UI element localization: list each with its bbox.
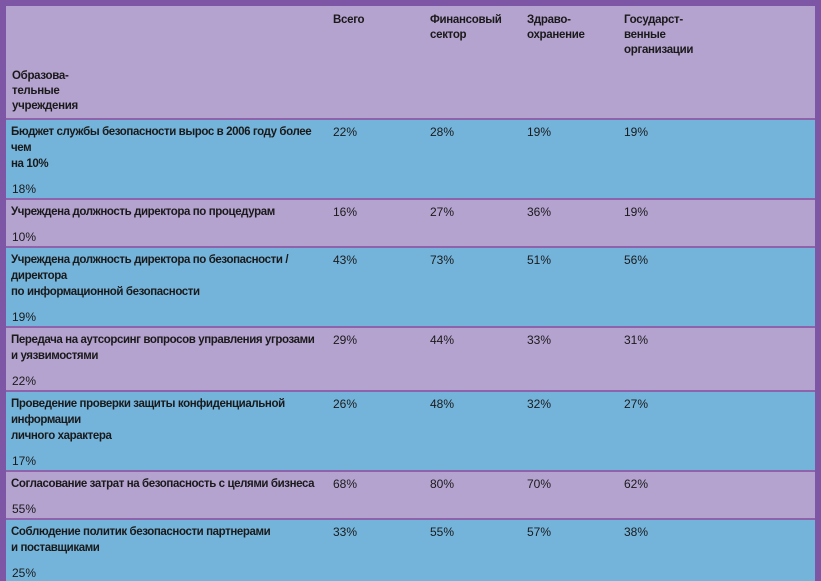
column-header-1: Всего [333, 14, 365, 26]
row-value: 17% [12, 454, 37, 468]
row-label: Соблюдение политик безопасности партнера… [11, 526, 271, 554]
row-label: Бюджет службы безопасности вырос в 2006 … [11, 126, 312, 170]
row-value: 22% [12, 374, 37, 388]
row-value: 51% [527, 253, 552, 267]
column-header-5: Образова- тельные учреждения [12, 70, 78, 112]
column-header-3: Здраво- охранение [527, 14, 585, 41]
row-value: 26% [333, 397, 358, 411]
row-value: 19% [624, 205, 649, 219]
row-value: 80% [430, 477, 455, 491]
row-value: 62% [624, 477, 649, 491]
column-header-4: Государст- венные организации [624, 14, 694, 56]
row-value: 31% [624, 333, 649, 347]
row-value: 70% [527, 477, 552, 491]
column-header-2: Финансовый сектор [430, 14, 502, 41]
table-row: Согласование затрат на безопасность с це… [6, 472, 815, 518]
security-practices-table: Всего Финансовый сектор Здраво- охранение Г… [6, 6, 815, 581]
table-row: Учреждена должность директора по безопас… [6, 248, 815, 326]
header-corner-cell [6, 6, 327, 62]
row-value: 16% [333, 205, 358, 219]
row-label: Учреждена должность директора по процеду… [11, 206, 275, 218]
row-value: 27% [430, 205, 455, 219]
row-value: 19% [12, 310, 37, 324]
row-value: 55% [12, 502, 37, 516]
row-label: Проведение проверки защиты конфиденциаль… [11, 398, 285, 442]
row-label: Согласование затрат на безопасность с це… [11, 478, 315, 490]
row-value: 56% [624, 253, 649, 267]
table-row: Передача на аутсорсинг вопросов управлен… [6, 328, 815, 390]
row-value: 27% [624, 397, 649, 411]
row-value: 44% [430, 333, 455, 347]
table-row: Соблюдение политик безопасности партнера… [6, 520, 815, 581]
row-value: 38% [624, 525, 649, 539]
row-value: 73% [430, 253, 455, 267]
row-value: 19% [527, 125, 552, 139]
table-row: Бюджет службы безопасности вырос в 2006 … [6, 120, 815, 198]
row-value: 18% [12, 182, 37, 196]
row-label: Учреждена должность директора по безопас… [11, 254, 289, 298]
row-value: 25% [12, 566, 37, 580]
row-value: 22% [333, 125, 358, 139]
row-value: 28% [430, 125, 455, 139]
row-value: 68% [333, 477, 358, 491]
row-value: 33% [333, 525, 358, 539]
row-value: 55% [430, 525, 455, 539]
row-value: 36% [527, 205, 552, 219]
row-value: 19% [624, 125, 649, 139]
row-value: 10% [12, 230, 37, 244]
row-value: 33% [527, 333, 552, 347]
table-header-row: Всего Финансовый сектор Здраво- охранение Г… [6, 6, 815, 118]
row-value: 29% [333, 333, 358, 347]
row-value: 48% [430, 397, 455, 411]
row-value: 43% [333, 253, 358, 267]
row-value: 57% [527, 525, 552, 539]
row-value: 32% [527, 397, 552, 411]
row-label: Передача на аутсорсинг вопросов управлен… [11, 334, 315, 362]
table-row: Учреждена должность директора по процеду… [6, 200, 815, 246]
table-row: Проведение проверки защиты конфиденциаль… [6, 392, 815, 470]
